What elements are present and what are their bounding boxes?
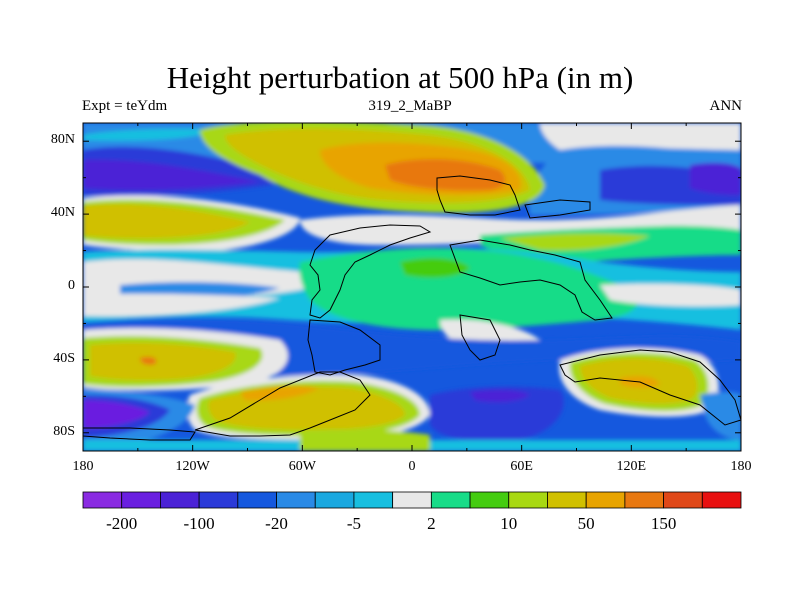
season-label: ANN xyxy=(709,98,743,114)
lat-tick-label: 80N xyxy=(50,132,75,148)
lon-tick-label: 60W xyxy=(288,459,316,474)
colorbar-swatch xyxy=(198,491,239,509)
lon-tick-label: 180 xyxy=(72,459,94,474)
lat-tick-label: 0 xyxy=(68,278,75,293)
colorbar-tick-label: 50 xyxy=(577,514,595,533)
lat-tick-label: 40N xyxy=(50,205,75,221)
experiment-label: Expt = teYdm xyxy=(82,98,168,114)
colorbar-swatch xyxy=(82,491,123,509)
axis-ticks xyxy=(82,123,742,451)
colorbar-swatch xyxy=(430,491,471,509)
lon-tick-label: 60E xyxy=(510,459,533,474)
colorbar-tick-label: -200 xyxy=(106,514,138,533)
lat-tick-label: 80S xyxy=(53,423,75,439)
period-label: 319_2_MaBP xyxy=(368,98,452,114)
colorbar-tick-label: 10 xyxy=(500,514,518,533)
colorbar-tick-label: 150 xyxy=(650,514,677,533)
plot-title: Height perturbation at 500 hPa (in m) xyxy=(166,60,634,95)
colorbar-swatch xyxy=(160,491,200,509)
coastline-outlines xyxy=(83,175,741,441)
lon-tick-label: 180 xyxy=(730,459,752,474)
colorbar-swatch xyxy=(353,491,394,509)
height-perturbation-field xyxy=(83,123,741,451)
colorbar xyxy=(82,491,742,509)
colorbar-tick-label: -100 xyxy=(183,514,215,533)
colorbar-swatch xyxy=(585,491,626,509)
colorbar-tick-label: 2 xyxy=(427,514,436,533)
lon-tick-label: 0 xyxy=(408,459,416,474)
lon-tick-label: 120W xyxy=(175,459,210,474)
colorbar-swatch xyxy=(624,491,664,509)
colorbar-swatch xyxy=(314,491,355,509)
colorbar-swatch xyxy=(121,491,161,509)
colorbar-swatch xyxy=(701,491,742,509)
colorbar-swatch xyxy=(508,491,548,509)
colorbar-swatch xyxy=(663,491,703,509)
colorbar-tick-label: -20 xyxy=(265,514,288,533)
colorbar-tick-label: -5 xyxy=(346,514,362,533)
lon-tick-label: 120E xyxy=(616,459,647,474)
colorbar-swatch xyxy=(392,491,432,509)
colorbar-swatch xyxy=(276,491,316,509)
colorbar-swatch xyxy=(547,491,587,509)
colorbar-swatch xyxy=(469,491,510,509)
colorbar-swatch xyxy=(237,491,277,509)
lat-tick-label: 40S xyxy=(53,350,75,366)
